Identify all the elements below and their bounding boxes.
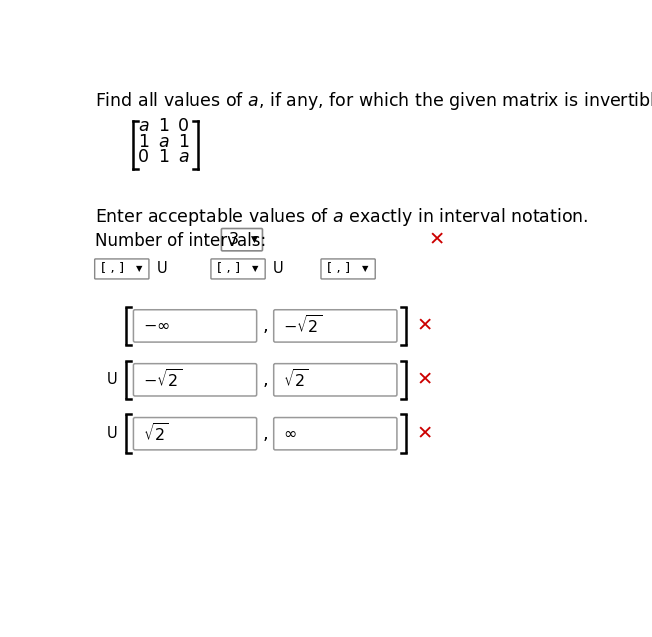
Text: $a$: $a$ [178,148,190,166]
FancyBboxPatch shape [321,259,375,279]
Text: U: U [273,261,284,276]
Text: $a$: $a$ [158,133,170,151]
Text: 3: 3 [229,232,239,247]
Text: ▼: ▼ [136,264,142,273]
FancyBboxPatch shape [211,259,265,279]
Text: $a$: $a$ [138,117,149,136]
Text: [ , ]: [ , ] [327,262,350,275]
Text: $\sqrt{2}$: $\sqrt{2}$ [283,369,308,391]
Text: U: U [106,372,117,387]
FancyBboxPatch shape [134,417,257,450]
Text: 1: 1 [138,133,149,151]
Text: [ , ]: [ , ] [217,262,240,275]
Text: 1: 1 [158,148,169,166]
Text: 1: 1 [178,133,189,151]
FancyBboxPatch shape [134,364,257,396]
Text: $\infty$: $\infty$ [283,426,297,441]
Text: ✕: ✕ [417,317,433,336]
FancyBboxPatch shape [274,310,397,342]
Text: Find all values of $a$, if any, for which the given matrix is invertible.: Find all values of $a$, if any, for whic… [95,90,652,112]
Text: $-\infty$: $-\infty$ [143,318,170,333]
Text: ▼: ▼ [252,264,258,273]
Text: $\sqrt{2}$: $\sqrt{2}$ [143,423,168,445]
Text: ✕: ✕ [417,370,433,389]
Text: $-\sqrt{2}$: $-\sqrt{2}$ [283,315,322,337]
Text: 1: 1 [158,117,169,136]
Text: ▼: ▼ [251,235,258,244]
Text: [ , ]: [ , ] [101,262,124,275]
FancyBboxPatch shape [95,259,149,279]
Text: 0: 0 [138,148,149,166]
Text: 0: 0 [178,117,189,136]
Text: Number of intervals:: Number of intervals: [95,232,267,250]
FancyBboxPatch shape [274,364,397,396]
Text: ✕: ✕ [428,230,445,249]
Text: Enter acceptable values of $a$ exactly in interval notation.: Enter acceptable values of $a$ exactly i… [95,206,589,228]
FancyBboxPatch shape [274,417,397,450]
FancyBboxPatch shape [134,310,257,342]
Text: ✕: ✕ [417,424,433,443]
Text: ,: , [262,371,268,389]
FancyBboxPatch shape [222,229,263,251]
Text: ▼: ▼ [362,264,368,273]
Text: ,: , [262,425,268,443]
Text: U: U [106,426,117,441]
Text: ,: , [262,317,268,335]
Text: U: U [156,261,168,276]
Text: $-\sqrt{2}$: $-\sqrt{2}$ [143,369,182,391]
